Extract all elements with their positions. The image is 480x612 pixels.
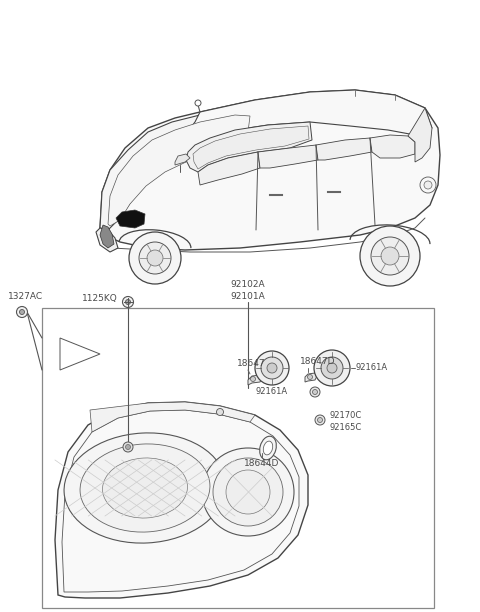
Text: 18647: 18647 <box>237 359 265 367</box>
Circle shape <box>20 310 24 315</box>
Ellipse shape <box>264 441 273 455</box>
FancyBboxPatch shape <box>42 308 434 608</box>
Polygon shape <box>316 138 372 160</box>
Ellipse shape <box>202 448 294 536</box>
Polygon shape <box>100 108 255 230</box>
Circle shape <box>381 247 399 265</box>
Circle shape <box>360 226 420 286</box>
Text: 92170C: 92170C <box>330 411 362 420</box>
Circle shape <box>321 357 343 379</box>
Circle shape <box>125 299 131 305</box>
Polygon shape <box>193 126 309 169</box>
Polygon shape <box>186 122 312 172</box>
Circle shape <box>317 417 323 422</box>
Polygon shape <box>182 90 432 152</box>
Text: 92165C: 92165C <box>330 424 362 433</box>
Circle shape <box>216 408 224 416</box>
Circle shape <box>312 389 317 395</box>
Circle shape <box>371 237 409 275</box>
Polygon shape <box>100 90 440 250</box>
Text: 92161A: 92161A <box>255 387 287 397</box>
Circle shape <box>122 296 133 307</box>
Text: 92102A: 92102A <box>231 280 265 288</box>
Circle shape <box>420 177 436 193</box>
Ellipse shape <box>213 458 283 526</box>
Polygon shape <box>62 410 299 592</box>
Circle shape <box>139 242 171 274</box>
Polygon shape <box>100 225 114 248</box>
Ellipse shape <box>260 436 276 460</box>
Circle shape <box>314 350 350 386</box>
Polygon shape <box>116 210 145 228</box>
Polygon shape <box>305 373 317 382</box>
Circle shape <box>255 351 289 385</box>
Circle shape <box>16 307 27 318</box>
Polygon shape <box>370 135 415 158</box>
Polygon shape <box>248 375 262 385</box>
Circle shape <box>129 232 181 284</box>
Polygon shape <box>108 115 250 226</box>
Circle shape <box>261 357 283 379</box>
Circle shape <box>267 363 277 373</box>
Polygon shape <box>175 154 190 165</box>
Polygon shape <box>96 228 118 252</box>
Ellipse shape <box>64 433 226 543</box>
Text: 1327AC: 1327AC <box>8 291 43 300</box>
Circle shape <box>123 442 133 452</box>
Circle shape <box>251 376 255 381</box>
Circle shape <box>315 415 325 425</box>
Circle shape <box>308 375 312 379</box>
Circle shape <box>195 100 201 106</box>
Circle shape <box>327 363 337 373</box>
Circle shape <box>125 444 131 449</box>
Ellipse shape <box>226 470 270 514</box>
Text: 1125KQ: 1125KQ <box>82 294 118 302</box>
Ellipse shape <box>103 458 188 518</box>
Polygon shape <box>408 108 432 162</box>
Polygon shape <box>90 402 255 432</box>
Circle shape <box>147 250 163 266</box>
Ellipse shape <box>80 444 210 532</box>
Circle shape <box>424 181 432 189</box>
Text: 92101A: 92101A <box>230 291 265 300</box>
Circle shape <box>310 387 320 397</box>
Text: 18644D: 18644D <box>244 460 279 469</box>
Polygon shape <box>55 402 308 598</box>
Polygon shape <box>60 338 100 370</box>
Text: 18647D: 18647D <box>300 357 336 367</box>
Polygon shape <box>258 145 318 168</box>
Polygon shape <box>198 152 260 185</box>
Text: 92161A: 92161A <box>355 364 387 373</box>
